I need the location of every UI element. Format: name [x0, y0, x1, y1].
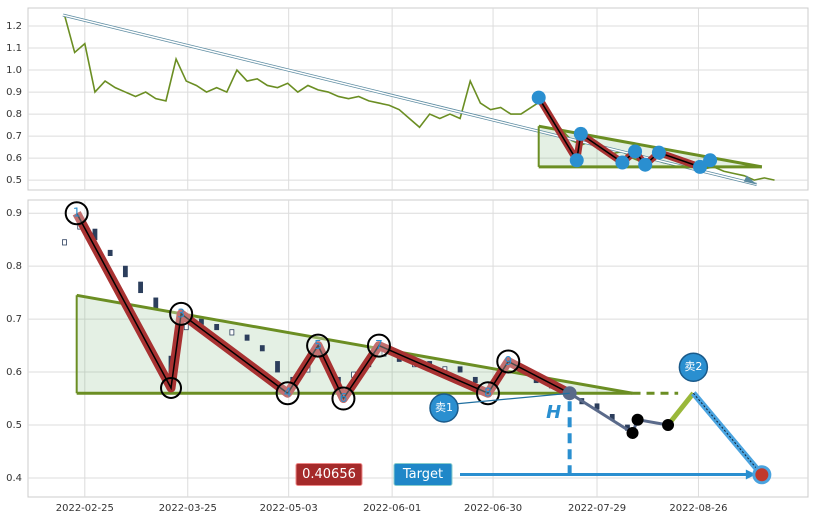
y-tick-label: 1.1 [6, 43, 22, 54]
pivot-ring [475, 381, 500, 406]
y-tick-label: 0.6 [6, 367, 22, 378]
pivot-dot [628, 144, 643, 159]
panel [27, 199, 809, 498]
pivot-dot [573, 126, 588, 141]
x-tick-label: 2022-06-01 [363, 503, 421, 514]
y-tick-label: 0.7 [6, 131, 22, 142]
forecast-dot [626, 426, 639, 439]
pivot-dot [569, 153, 584, 168]
candle [244, 334, 250, 341]
pivot-label: 7 [375, 338, 383, 352]
target-label: Target [402, 467, 443, 482]
sell1-badge [429, 393, 459, 423]
pivot-ring [169, 301, 194, 326]
sell1-label: 卖1 [435, 401, 453, 414]
target-value-box [295, 462, 363, 486]
pivot-dot [651, 145, 666, 160]
candle [275, 361, 280, 373]
x-tick-label: 2022-05-03 [260, 503, 318, 514]
x-tick-label: 2022-02-25 [56, 503, 114, 514]
pivot-ring [306, 333, 331, 358]
pivot-label: 1 [73, 206, 81, 220]
candle [153, 297, 159, 309]
pivot-label: 6 [340, 391, 348, 405]
pivot-label: 8 [484, 386, 492, 400]
target-box [393, 462, 453, 486]
target-arrow-head [745, 469, 756, 480]
zigzag-core [76, 212, 570, 401]
candle [122, 265, 128, 278]
pivot-dot [531, 90, 546, 105]
pivot-dot [638, 157, 653, 172]
pivot-ring [64, 201, 89, 226]
pivot-ring [331, 386, 356, 411]
candle [138, 281, 143, 294]
pivot-ring [366, 333, 391, 358]
sell1-link [443, 392, 570, 406]
sell2-label: 卖2 [684, 360, 702, 373]
forecast-rise [666, 391, 696, 427]
pivot-label: 5 [314, 338, 322, 352]
candle [62, 239, 67, 246]
y-tick-label: 0.7 [6, 314, 22, 325]
x-tick-label: 2022-07-29 [568, 503, 626, 514]
measure-label: H [546, 402, 561, 423]
y-tick-label: 0.6 [6, 153, 22, 164]
pivot-label: 4 [284, 386, 292, 400]
forecast-dot [631, 413, 644, 426]
candle [472, 376, 478, 384]
target-point [752, 465, 772, 485]
sell2-badge [678, 352, 709, 382]
arrow-head [743, 175, 757, 185]
y-tick-label: 0.5 [6, 175, 22, 186]
x-tick-label: 2022-03-25 [159, 503, 217, 514]
forecast-fall-core [693, 392, 763, 476]
forecast-dot [662, 419, 675, 431]
pivot-dot [615, 155, 630, 170]
target-value: 0.40656 [302, 467, 356, 482]
pivot-label: 9 [504, 354, 512, 368]
candle [214, 324, 220, 331]
pivot-ring [160, 376, 183, 399]
forecast-drop [568, 391, 669, 436]
candle [457, 366, 463, 373]
y-tick-label: 1.2 [6, 21, 22, 32]
y-tick-label: 0.9 [6, 87, 22, 98]
y-tick-label: 0.9 [6, 208, 22, 219]
pivot-dot [692, 159, 707, 174]
x-tick-label: 2022-06-30 [464, 503, 522, 514]
y-tick-label: 0.4 [6, 473, 22, 484]
pivot-label: 3 [177, 306, 185, 320]
candle [107, 249, 113, 256]
x-tick-label: 2022-08-26 [669, 503, 727, 514]
y-tick-label: 0.8 [6, 261, 22, 272]
pivot-ring [275, 381, 300, 406]
pivot-ring [496, 349, 521, 374]
pivot-dot [703, 153, 718, 168]
y-tick-label: 1.0 [6, 65, 22, 76]
y-tick-label: 0.8 [6, 109, 22, 120]
y-tick-label: 0.5 [6, 420, 22, 431]
candle [229, 329, 235, 336]
candle [259, 345, 265, 352]
